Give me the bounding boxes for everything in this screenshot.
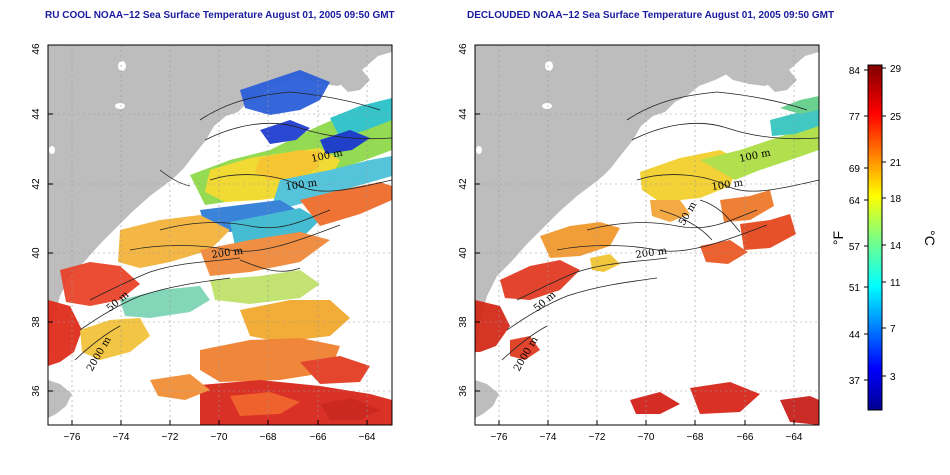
- left-lat-tick-38: 38: [31, 316, 42, 328]
- right-lon-tick-76: −76: [491, 432, 508, 443]
- cb-c-25: 25: [890, 112, 902, 123]
- left-panel-title: RU COOL NOAA−12 Sea Surface Temperature …: [45, 10, 395, 21]
- right-lon-tick-70: −70: [638, 432, 655, 443]
- cb-f-84: 84: [849, 66, 861, 77]
- right-lat-tick-36: 36: [458, 385, 469, 397]
- right-map-panel: 100 m 100 m 50 m 200 m 50 m 2000 m −76: [458, 43, 820, 443]
- cb-f-44: 44: [849, 330, 861, 341]
- left-lat-tick-labels: 36 38 40 42 44 46: [31, 43, 42, 397]
- cb-c-11: 11: [890, 278, 901, 289]
- right-contour-label-100m-b: 100 m: [711, 178, 744, 193]
- cb-f-64: 64: [849, 196, 861, 207]
- cb-c-29: 29: [890, 64, 902, 75]
- left-lon-tick-66: −66: [310, 432, 327, 443]
- left-grid: [48, 45, 392, 425]
- temperature-colorbar: 84 77 69 64 57 51 44 37 29 25 21 18 14 1…: [830, 64, 938, 411]
- cb-f-57: 57: [849, 242, 861, 253]
- right-lat-tick-44: 44: [458, 108, 469, 120]
- cb-c-14: 14: [890, 241, 902, 252]
- left-lon-tick-72: −72: [162, 432, 179, 443]
- colorbar-celsius-unit: °C: [922, 230, 938, 246]
- left-lon-tick-68: −68: [260, 432, 277, 443]
- right-lon-tick-68: −68: [687, 432, 704, 443]
- right-lat-tick-46: 46: [458, 43, 469, 55]
- right-bathymetry-contours: [501, 91, 820, 361]
- cb-f-77: 77: [849, 112, 861, 123]
- left-lon-tick-76: −76: [64, 432, 81, 443]
- right-lat-tick-38: 38: [458, 316, 469, 328]
- right-lon-tick-64: −64: [786, 432, 803, 443]
- right-lon-tick-72: −72: [589, 432, 606, 443]
- left-contour-label-100m-b: 100 m: [285, 178, 318, 193]
- left-lon-tick-labels: −76 −74 −72 −70 −68 −66 −64: [64, 432, 376, 443]
- cb-f-51: 51: [849, 283, 861, 294]
- right-panel-title: DECLOUDED NOAA−12 Sea Surface Temperatur…: [467, 10, 835, 21]
- left-lat-tick-42: 42: [31, 178, 42, 190]
- cb-c-7: 7: [890, 324, 896, 335]
- left-map-panel: 100 m 100 m 200 m 50 m 2000 m −76: [31, 43, 393, 443]
- right-lon-tick-labels: −76 −74 −72 −70 −68 −66 −64: [491, 432, 803, 443]
- colorbar-fahrenheit-labels: 84 77 69 64 57 51 44 37: [849, 66, 861, 387]
- cb-c-21: 21: [890, 158, 902, 169]
- right-lat-tick-40: 40: [458, 247, 469, 259]
- left-lat-tick-36: 36: [31, 385, 42, 397]
- left-lat-tick-46: 46: [31, 43, 42, 55]
- left-lat-tick-40: 40: [31, 247, 42, 259]
- right-grid: [475, 45, 819, 425]
- cb-f-37: 37: [849, 376, 861, 387]
- left-contour-label-200m: 200 m: [211, 246, 244, 261]
- right-lat-tick-42: 42: [458, 178, 469, 190]
- cb-f-69: 69: [849, 164, 861, 175]
- left-sst-field: [48, 70, 392, 425]
- right-lon-tick-74: −74: [540, 432, 557, 443]
- left-bathymetry-contours: [74, 91, 393, 361]
- colorbar-fahrenheit-unit: °F: [830, 231, 846, 245]
- right-lon-tick-66: −66: [737, 432, 754, 443]
- left-lon-tick-64: −64: [359, 432, 376, 443]
- cb-c-3: 3: [890, 372, 896, 383]
- right-lat-tick-labels: 36 38 40 42 44 46: [458, 43, 469, 397]
- cb-c-18: 18: [890, 194, 902, 205]
- left-map-frame: [47, 44, 393, 426]
- right-map-frame: [474, 44, 820, 426]
- left-lat-tick-44: 44: [31, 108, 42, 120]
- colorbar-gradient: [867, 64, 883, 411]
- left-lon-tick-74: −74: [113, 432, 130, 443]
- left-lon-tick-70: −70: [211, 432, 228, 443]
- colorbar-celsius-labels: 29 25 21 18 14 11 7 3: [890, 64, 902, 383]
- right-sst-field: [475, 96, 819, 425]
